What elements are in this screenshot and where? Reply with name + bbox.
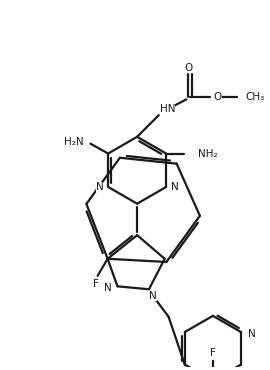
Text: CH₃: CH₃ [245, 92, 265, 102]
Text: N: N [96, 182, 103, 192]
Text: HN: HN [160, 104, 175, 114]
Text: O: O [184, 63, 193, 73]
Text: N: N [171, 182, 179, 192]
Text: NH₂: NH₂ [198, 148, 217, 158]
Text: N: N [149, 291, 157, 301]
Text: H₂N: H₂N [64, 137, 83, 147]
Text: F: F [210, 348, 216, 358]
Text: N: N [104, 283, 112, 293]
Text: N: N [248, 329, 256, 339]
Text: F: F [93, 279, 99, 289]
Text: O: O [214, 92, 222, 102]
